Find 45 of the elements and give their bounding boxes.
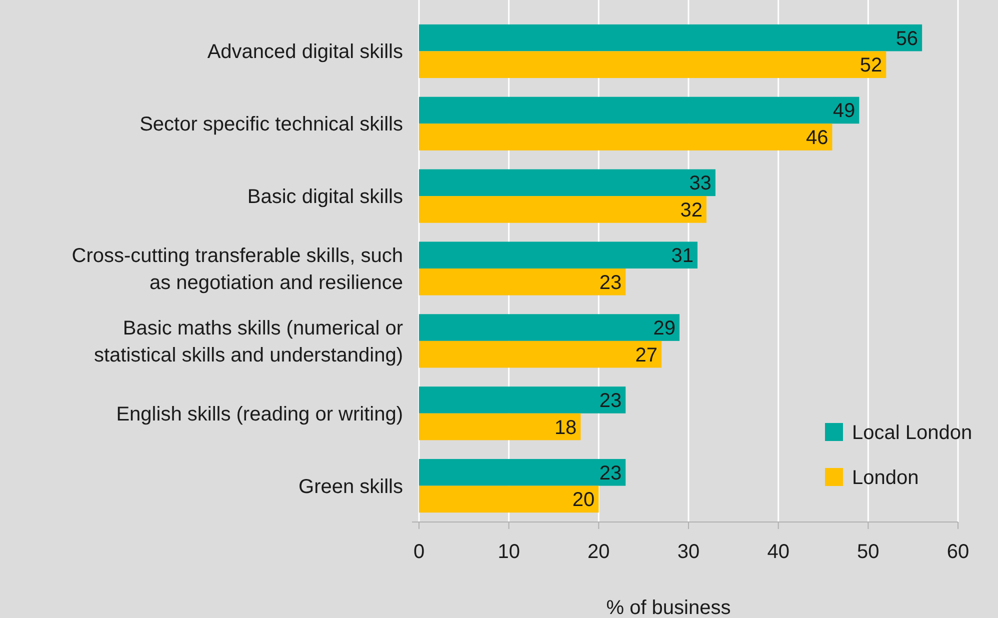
bar — [419, 96, 860, 124]
x-tick-label: 20 — [588, 541, 610, 563]
y-tick-label: Green skills — [298, 476, 403, 498]
bar — [419, 169, 716, 196]
bar — [419, 386, 626, 414]
bar — [419, 196, 706, 223]
bar — [419, 340, 662, 368]
data-label: 23 — [599, 462, 622, 484]
bar — [419, 486, 599, 513]
y-tick-label: Advanced digital skills — [207, 41, 403, 64]
data-label: 56 — [896, 28, 918, 50]
data-label: 31 — [671, 245, 694, 268]
data-label: 33 — [689, 172, 712, 195]
data-label: 49 — [832, 100, 856, 122]
bar — [419, 51, 886, 78]
bar — [419, 458, 626, 486]
data-label: 52 — [860, 54, 882, 77]
bar — [419, 413, 581, 440]
x-axis-title: % of business — [606, 597, 731, 618]
bar — [419, 124, 832, 150]
data-label: 29 — [653, 318, 676, 340]
legend-label: London — [852, 467, 919, 489]
data-label: 27 — [635, 344, 658, 366]
y-tick-label: Basic maths skills (numerical or statistical skills and understanding) — [94, 317, 404, 366]
y-tick-label: Sector specific technical skills — [140, 114, 403, 136]
x-tick-label: 50 — [857, 541, 880, 563]
x-tick-label: 10 — [498, 541, 520, 563]
bar — [419, 242, 698, 268]
bar — [419, 268, 626, 296]
data-label: 46 — [806, 127, 828, 150]
bar — [419, 314, 680, 341]
x-tick-label: 40 — [767, 541, 790, 563]
data-label: 18 — [554, 416, 577, 439]
legend-label: Local London — [852, 422, 972, 444]
y-tick-label: Basic digital skills — [247, 186, 403, 208]
y-tick-label: Cross-cutting transferable skills, such as negotiation and resilience — [72, 245, 403, 294]
y-tick-label: English skills (reading or writing) — [116, 403, 403, 426]
data-label: 23 — [599, 272, 622, 294]
data-label: 20 — [572, 489, 595, 512]
data-label: 23 — [599, 390, 622, 412]
bar — [419, 24, 922, 52]
x-tick-label: 30 — [677, 541, 700, 563]
data-label: 32 — [680, 199, 702, 222]
x-tick-label: 0 — [413, 541, 425, 563]
x-tick-label: 60 — [946, 541, 970, 563]
